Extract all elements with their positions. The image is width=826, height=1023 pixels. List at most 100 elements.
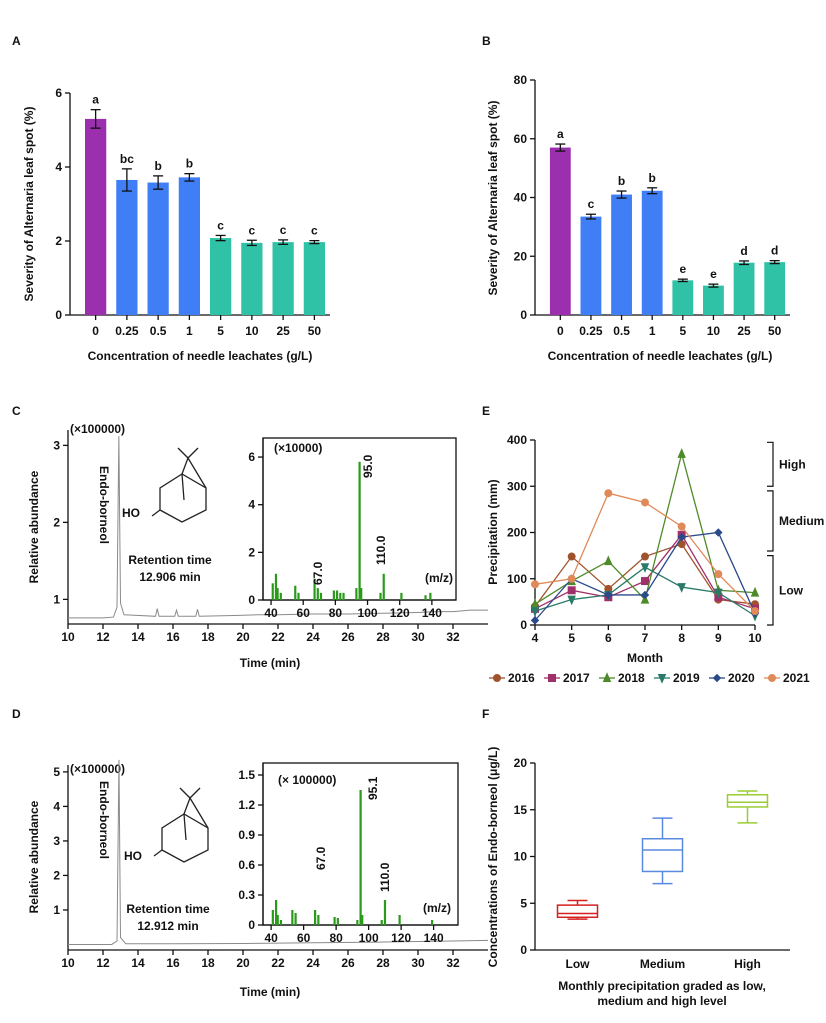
x-tick-label: 80 xyxy=(329,606,343,620)
y-tick-label: 0 xyxy=(248,593,255,607)
y-tick-label: 0 xyxy=(520,943,527,957)
methyl xyxy=(187,447,199,459)
x-tick-label: 14 xyxy=(131,630,145,644)
error-bar xyxy=(184,173,195,182)
x-tick-label: 50 xyxy=(768,324,782,338)
y-tick-label: 1 xyxy=(53,903,60,917)
bar xyxy=(116,179,138,315)
error-bar xyxy=(585,213,596,220)
y-axis-label: Severity of Alternaria leaf spot (%) xyxy=(486,101,500,296)
peak-label: 95.0 xyxy=(361,454,375,478)
y-unit: (×100000) xyxy=(70,422,125,436)
spectrum-peak xyxy=(291,910,294,925)
spectrum-peak xyxy=(355,588,358,600)
x-tick-label: 18 xyxy=(201,630,215,644)
y-axis-label: Severity of Alternaria leaf spot (%) xyxy=(22,107,36,302)
marker xyxy=(567,552,576,561)
error-bar xyxy=(215,234,226,242)
y-tick-label: 20 xyxy=(514,756,528,770)
y-axis-label: Concentrations of Endo-borneol (μg/L) xyxy=(486,747,500,968)
compound-name: Endo-borneol xyxy=(97,781,111,859)
y-tick-label: 15 xyxy=(514,803,528,817)
error-bar xyxy=(153,175,164,190)
marker xyxy=(714,528,723,537)
box-plot xyxy=(641,817,684,885)
peak-label: 67.0 xyxy=(314,846,328,870)
spectrum-peak xyxy=(359,790,362,925)
significance-letter: d xyxy=(740,244,747,258)
y-tick-label: 3 xyxy=(53,834,60,848)
error-bar xyxy=(769,260,780,265)
legend-label: 2020 xyxy=(728,671,755,685)
spectrum-peak xyxy=(383,900,387,925)
chromatogram xyxy=(68,759,489,945)
significance-letter: bc xyxy=(120,152,134,166)
marker xyxy=(604,489,613,498)
x-tick-label: 1 xyxy=(649,324,656,338)
spectrum-peak xyxy=(294,585,297,600)
significance-letter: b xyxy=(649,171,656,185)
x-tick-label: 10 xyxy=(61,956,75,970)
methyl xyxy=(177,447,189,459)
molecule-structure xyxy=(153,787,209,863)
marker xyxy=(641,552,649,561)
x-tick-label: Low xyxy=(566,957,591,971)
spectrum-peak xyxy=(339,592,342,600)
y-tick-label: 0.9 xyxy=(238,828,255,842)
level-label: High xyxy=(779,457,806,471)
significance-letter: d xyxy=(771,244,778,258)
x-tick-label: 140 xyxy=(422,606,442,620)
spectrum-peak xyxy=(360,588,363,600)
x-tick-label: 120 xyxy=(391,931,411,945)
spectrum-peak xyxy=(314,910,317,925)
chromatogram xyxy=(68,436,488,619)
error-bar xyxy=(677,278,688,283)
spectrum-peak xyxy=(335,590,339,600)
y-tick-label: 4 xyxy=(53,799,60,813)
spectrum-peak xyxy=(332,590,335,600)
series-line xyxy=(534,531,756,621)
peak-label: 110.0 xyxy=(374,535,388,565)
x-tick-label: 9 xyxy=(715,631,722,645)
marker xyxy=(641,577,649,586)
marker xyxy=(677,522,686,531)
spectrum-peak xyxy=(382,573,385,600)
spectrum-peak xyxy=(271,910,274,925)
x-tick-label: 120 xyxy=(390,606,410,620)
panel-label: D xyxy=(12,707,21,721)
x-tick-label: 12 xyxy=(96,956,110,970)
x-tick-label: 20 xyxy=(236,630,250,644)
spectrum-peak xyxy=(380,920,383,925)
y-tick-label: 4 xyxy=(55,160,62,174)
level-bracket xyxy=(767,441,774,487)
spectrum-peak xyxy=(271,583,274,600)
panel-label: A xyxy=(12,34,21,48)
box xyxy=(556,904,599,919)
x-tick-label: 50 xyxy=(308,324,322,338)
peak-label: 67.0 xyxy=(311,561,325,585)
marker xyxy=(640,563,650,573)
spectrum-peak xyxy=(279,920,283,925)
bar xyxy=(733,262,755,315)
x-tick-label: 5 xyxy=(679,324,686,338)
x-tick-label: 12 xyxy=(96,630,110,644)
y-tick-label: 0 xyxy=(520,618,527,632)
spectrum-peak xyxy=(313,578,316,600)
significance-letter: c xyxy=(311,224,318,238)
x-axis-label: Time (min) xyxy=(240,656,300,670)
y-tick-label: 6 xyxy=(248,450,255,464)
x-tick-label: 20 xyxy=(236,956,250,970)
marker xyxy=(641,498,649,507)
x-axis-label: medium and high level xyxy=(597,994,726,1008)
spectrum-peak xyxy=(297,592,300,600)
error-bar xyxy=(555,143,566,152)
y-tick-label: 200 xyxy=(507,526,527,540)
x-tick-label: 10 xyxy=(748,631,762,645)
x-tick-label: 0.25 xyxy=(115,324,139,338)
y-tick-label: 2 xyxy=(53,868,60,882)
box-plot xyxy=(556,899,599,920)
box xyxy=(726,794,769,808)
spectrum-peak xyxy=(319,592,323,600)
x-tick-label: 10 xyxy=(245,324,259,338)
